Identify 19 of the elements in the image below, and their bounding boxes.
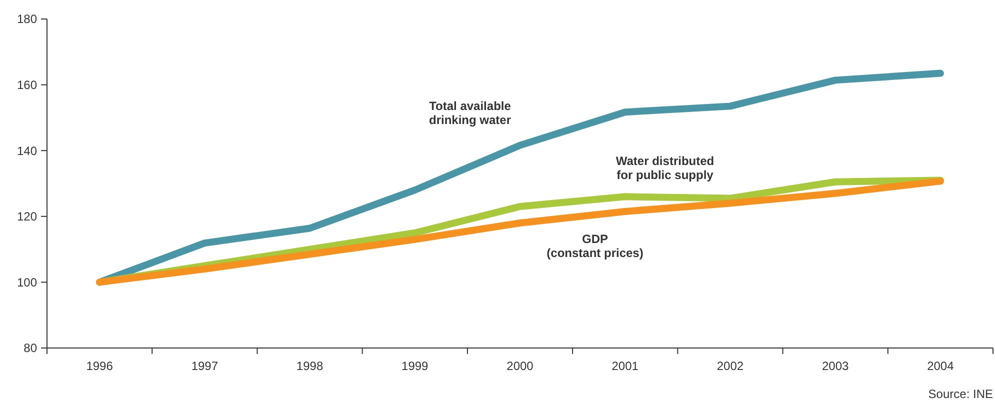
y-tick-label: 160: [16, 78, 38, 92]
y-tick-label: 140: [16, 144, 38, 158]
x-tick-label: 1999: [402, 359, 429, 373]
x-tick-label: 1996: [86, 359, 114, 373]
x-tick-label: 2000: [506, 359, 534, 373]
x-tick-label: 1998: [296, 359, 324, 373]
x-tick-label: 2004: [927, 359, 954, 373]
x-tick-label: 2003: [822, 359, 850, 373]
source-note: Source: INE: [928, 387, 993, 401]
series-label: GDP (constant prices): [546, 232, 644, 260]
y-tick-label: 180: [16, 12, 38, 26]
y-tick-label: 100: [16, 275, 38, 290]
x-tick-label: 2001: [612, 359, 639, 373]
x-tick-label: 1997: [191, 359, 218, 373]
y-tick-label: 80: [24, 341, 38, 356]
y-tick-label: 120: [16, 210, 38, 224]
x-tick-label: 2002: [716, 359, 744, 373]
series-label: Water distributed for public supply: [616, 154, 714, 182]
series-label: Total available drinking water: [428, 99, 512, 127]
